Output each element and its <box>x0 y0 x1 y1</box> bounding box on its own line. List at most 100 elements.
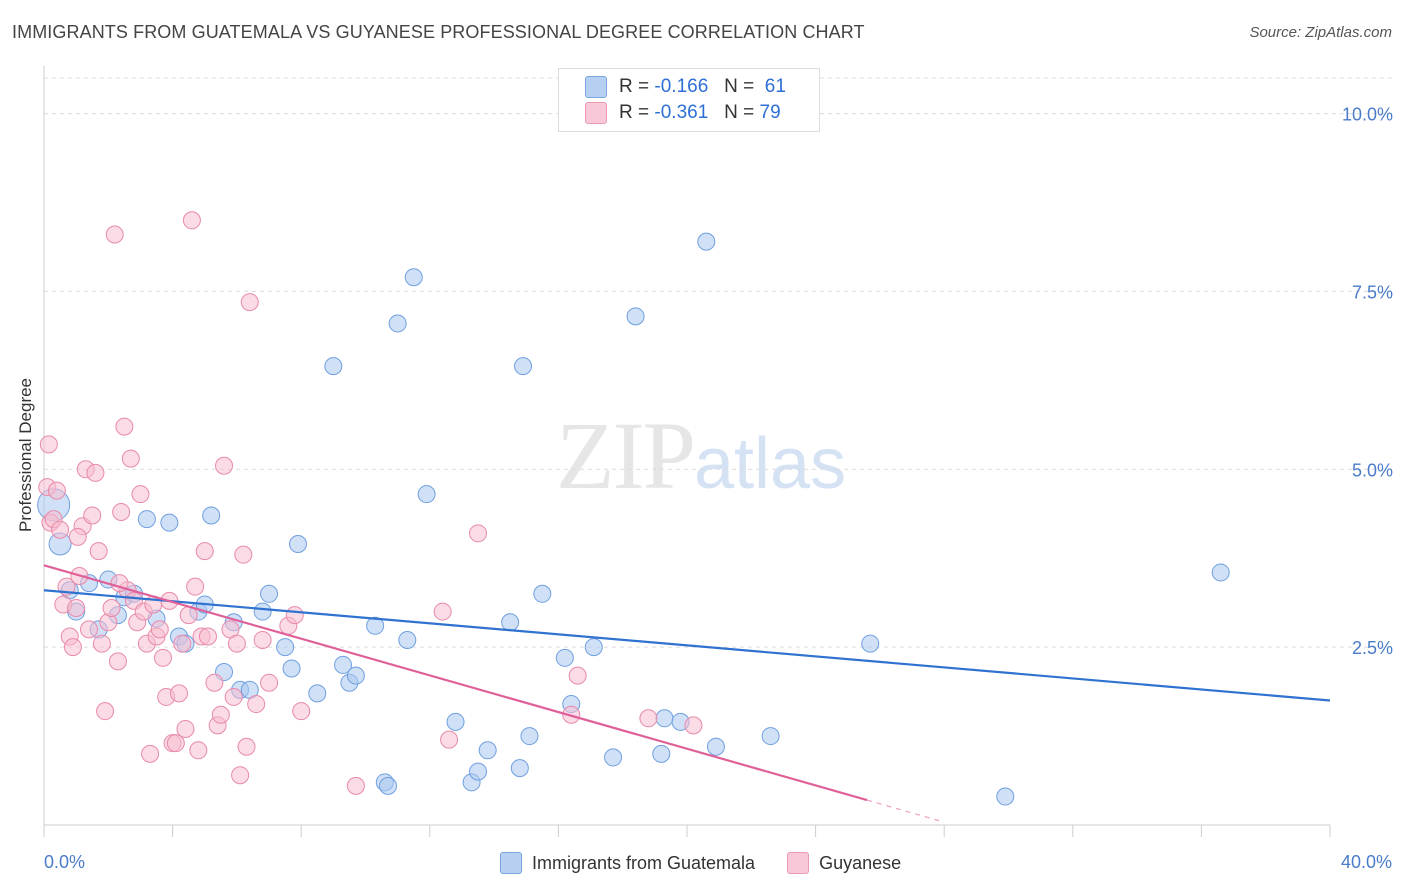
guatemala-point <box>652 744 671 763</box>
chart-title: IMMIGRANTS FROM GUATEMALA VS GUYANESE PR… <box>12 22 865 42</box>
guyanese-point <box>173 634 192 653</box>
guatemala-point <box>202 506 221 525</box>
guatemala-point <box>697 232 716 251</box>
guyanese-point <box>51 520 70 539</box>
guyanese-point <box>186 577 205 596</box>
y-tick-labels: 2.5% 5.0% 7.5% 10.0% <box>1342 105 1393 659</box>
x-tick-label-min: 0.0% <box>44 852 86 872</box>
guyanese-point <box>153 648 172 667</box>
guyanese-point <box>105 225 124 244</box>
guatemala-point <box>761 727 780 746</box>
watermark-atlas: atlas <box>694 424 847 504</box>
guyanese-trend-line <box>43 564 868 802</box>
guyanese-point <box>292 702 311 721</box>
guatemala-point <box>510 759 529 778</box>
guatemala-point <box>333 655 352 674</box>
source-label: Source: ZipAtlas.com <box>1249 24 1392 41</box>
guyanese-point <box>68 527 87 546</box>
guatemala-point <box>501 613 520 632</box>
stats-legend: R = -0.166 N = 61 R = -0.361 N = 79 <box>558 68 820 132</box>
guyanese-point <box>115 417 134 436</box>
legend-label-guatemala: Immigrants from Guatemala <box>532 852 756 873</box>
guatemala-point <box>417 485 436 504</box>
legend-item-guyanese: Guyanese <box>787 852 901 874</box>
legend-row-guatemala: R = -0.166 N = 61 <box>585 74 786 100</box>
guyanese-point <box>176 719 195 738</box>
guatemala-point <box>478 741 497 760</box>
guatemala-point <box>533 584 552 603</box>
guyanese-point <box>234 545 253 564</box>
guyanese-point <box>39 435 58 454</box>
guyanese-point <box>215 456 234 475</box>
guyanese-point <box>67 599 86 618</box>
legend-swatch-blue <box>585 76 607 98</box>
legend-r-value: -0.166 <box>654 76 709 97</box>
guyanese-point <box>568 666 587 685</box>
legend-r-value: -0.361 <box>654 102 709 123</box>
guatemala-point <box>253 602 272 621</box>
guatemala-point <box>388 314 407 333</box>
guyanese-point <box>80 620 99 639</box>
legend-swatch-pink <box>787 852 810 874</box>
guyanese-point <box>86 463 105 482</box>
guyanese-point <box>112 502 131 521</box>
y-tick-label: 7.5% <box>1352 282 1393 302</box>
guatemala-point <box>366 616 385 635</box>
guatemala-point <box>260 584 279 603</box>
guatemala-point <box>655 709 674 728</box>
guyanese-point <box>198 627 217 646</box>
legend-n-label: N = <box>724 102 755 123</box>
y-tick-label: 2.5% <box>1352 638 1393 658</box>
guatemala-trend-line <box>43 589 1331 702</box>
guyanese-point <box>170 684 189 703</box>
legend-r-label: R = <box>619 76 650 97</box>
guyanese-point <box>211 705 230 724</box>
guatemala-point <box>160 513 179 532</box>
guyanese-point <box>240 293 259 312</box>
guatemala-point <box>706 737 725 756</box>
guatemala-point <box>626 307 645 326</box>
legend-n-value: 79 <box>759 102 781 123</box>
guyanese-point <box>166 734 185 753</box>
guyanese-point <box>684 716 703 735</box>
guatemala-point <box>555 648 574 667</box>
guyanese-point <box>121 449 140 468</box>
guatemala-point <box>996 787 1015 806</box>
legend-n-label: N = <box>724 76 755 97</box>
guyanese-point <box>247 695 266 714</box>
guyanese-point <box>205 673 224 692</box>
guyanese-point <box>47 481 66 500</box>
guyanese-point <box>92 634 111 653</box>
x-tick-label-max: 40.0% <box>1340 852 1392 872</box>
guyanese-point <box>189 741 208 760</box>
guatemala-point <box>861 634 880 653</box>
guatemala-point <box>404 268 423 287</box>
legend-swatch-blue <box>500 852 522 874</box>
trend-lines <box>43 564 1331 823</box>
guyanese-point <box>89 542 108 561</box>
guyanese-point <box>108 652 127 671</box>
guatemala-point <box>604 748 623 767</box>
guatemala-point <box>379 776 398 795</box>
guatemala-point <box>288 534 307 553</box>
guyanese-point <box>195 542 214 561</box>
guyanese-point <box>102 599 121 618</box>
guyanese-point <box>346 776 365 795</box>
guatemala-point <box>1211 563 1230 582</box>
guyanese-point <box>639 709 658 728</box>
guatemala-point <box>282 659 301 678</box>
guatemala-point <box>308 684 327 703</box>
guyanese-point <box>63 638 82 657</box>
watermark-zip: ZIP <box>556 402 696 509</box>
guyanese-point <box>150 620 169 639</box>
zipatlas-watermark: ZIPatlas <box>556 400 846 511</box>
guyanese-point <box>260 673 279 692</box>
guyanese-point <box>131 485 150 504</box>
y-tick-label: 10.0% <box>1342 105 1393 125</box>
guyanese-point <box>440 730 459 749</box>
guyanese-point <box>182 211 201 230</box>
guyanese-trend-extension <box>866 799 945 823</box>
legend-swatch-pink <box>585 102 607 124</box>
guyanese-point <box>141 744 160 763</box>
